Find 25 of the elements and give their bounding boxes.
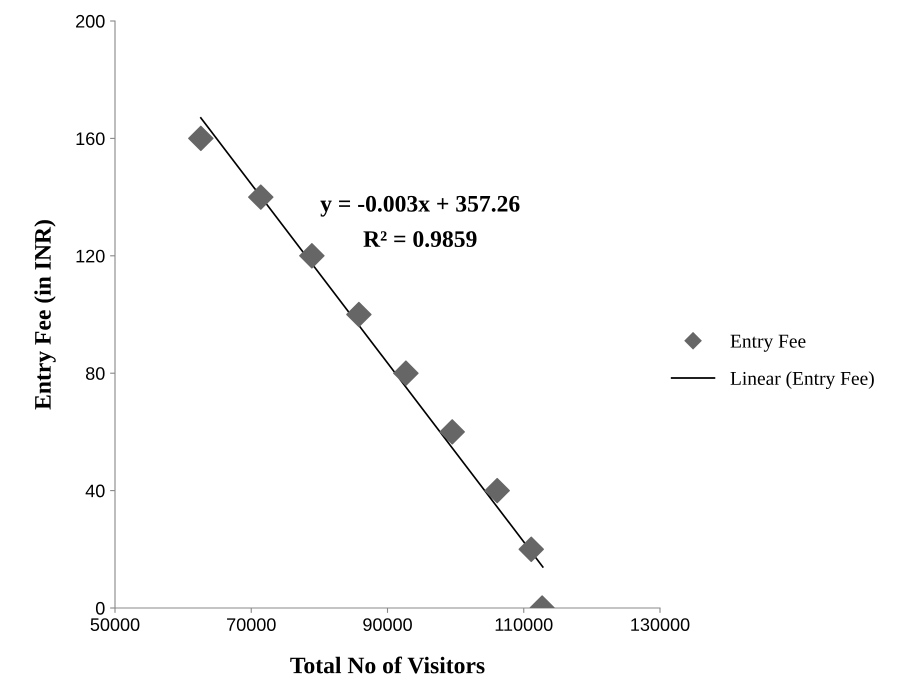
point [248,184,274,210]
point [439,419,465,445]
y-tick-label: 200 [76,14,105,28]
point [393,360,419,386]
x-tick-label: 130000 [631,618,690,631]
legend-label: Entry Fee [730,334,806,352]
legend-label: Linear (Entry Fee) [730,371,874,389]
point [188,126,214,152]
point [518,536,544,562]
x-tick-label: 50000 [90,618,140,631]
point [484,478,510,504]
y-tick-label: 0 [96,602,105,615]
x-tick-label: 110000 [496,618,553,631]
y-axis-title: Entry Fee (in INR) [34,220,56,410]
y-tick-label: 80 [86,367,105,380]
annotation: R² = 0.9859 [363,231,477,248]
x-tick-label: 70000 [227,618,276,631]
x-tick-label: 90000 [363,618,412,631]
y-tick-label: 40 [86,484,105,498]
y-tick-label: 160 [76,132,105,146]
x-axis-title: Total No of Visitors [290,656,485,674]
y-tick-label: 120 [76,250,105,263]
annotation: y = -0.003x + 357.26 [320,196,520,217]
point [299,243,325,269]
point [346,302,372,328]
